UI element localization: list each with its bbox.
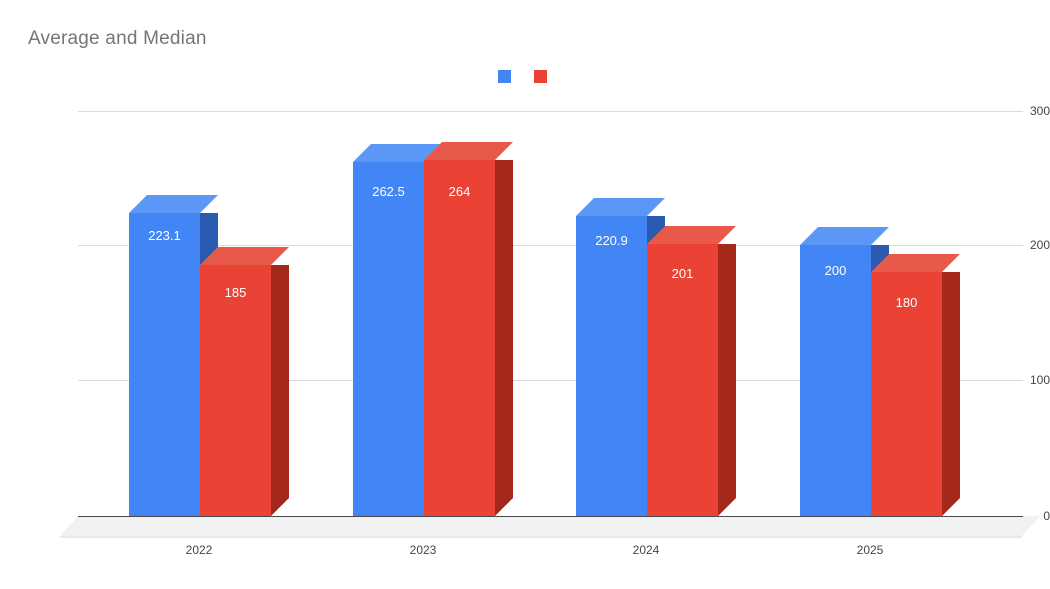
bar-value-label: 223.1 [148,228,181,243]
bar-side-face [718,244,736,516]
bar-front-face [353,162,424,516]
bar-front-face [424,160,495,516]
legend-swatch-icon [498,70,511,83]
bar-top-face [129,195,218,213]
gridline-100 [78,380,1023,381]
bar-front-face [800,245,871,516]
bar-value-label: 201 [671,266,694,281]
bar-median-2024[interactable]: 201 [647,226,736,516]
bar-value-label: 200 [824,263,847,278]
bar-front-face [576,216,647,516]
bar-front-face [200,265,271,516]
bar-value-label: 185 [224,285,247,300]
bar-top-face [800,227,889,245]
bar-average-2022[interactable]: 223.1 [129,195,218,516]
bar-median-2022[interactable]: 185 [200,247,289,516]
bar-top-face [871,254,960,272]
chart-floor [60,516,1040,538]
bar-value-label: 180 [895,295,918,310]
x-axis-tick-2022: 2022 [185,543,213,557]
bar-front-face [129,213,200,516]
gridline-200 [78,245,1023,246]
legend-entry-median[interactable] [534,70,552,83]
y-axis-tick-300: 300 [1029,104,1050,118]
x-axis-tick-2024: 2024 [632,543,660,557]
axis-line-zero [78,516,1023,517]
y-axis-tick-200: 200 [1029,238,1050,252]
gridline-300 [78,111,1023,112]
page-title: Average and Median [28,28,207,49]
bar-average-2024[interactable]: 220.9 [576,198,665,516]
bar-value-label: 264 [448,184,471,199]
x-axis-tick-2025: 2025 [856,543,884,557]
x-axis-tick-2023: 2023 [409,543,437,557]
bar-side-face [495,160,513,516]
y-axis-tick-0: 0 [1043,509,1050,523]
bar-front-face [647,244,718,516]
bar-side-face [942,272,960,516]
bar-median-2023[interactable]: 264 [424,142,513,516]
bar-top-face [576,198,665,216]
bar-median-2025[interactable]: 180 [871,254,960,516]
bar-top-face [200,247,289,265]
legend-entry-average[interactable] [498,70,516,83]
bar-top-face [424,142,513,160]
bar-average-2023[interactable]: 262.5 [353,144,442,516]
legend-swatch-icon [534,70,547,83]
bar-value-label: 220.9 [595,233,628,248]
bar-top-face [353,144,442,162]
bar-value-label: 262.5 [372,184,405,199]
bar-top-face [647,226,736,244]
y-axis-tick-100: 100 [1029,373,1050,387]
bar-side-face [271,265,289,516]
chart-legend [498,70,552,83]
bar-average-2025[interactable]: 200 [800,227,889,516]
bar-front-face [871,272,942,516]
